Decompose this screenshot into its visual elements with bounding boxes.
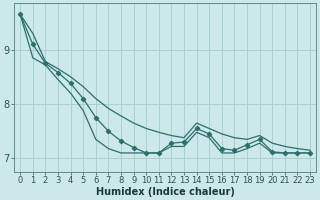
X-axis label: Humidex (Indice chaleur): Humidex (Indice chaleur) [96, 187, 235, 197]
